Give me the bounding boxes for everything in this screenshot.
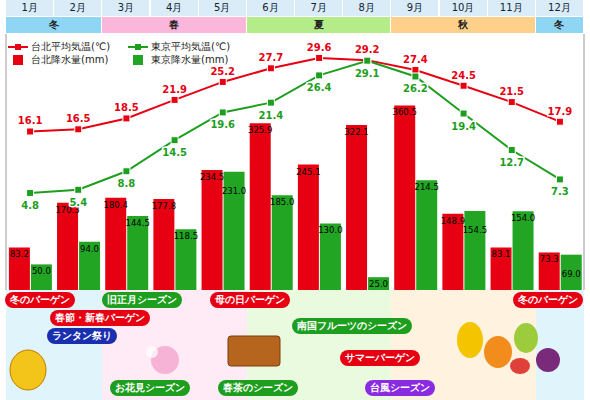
html-text:東京平均気温(℃): 東京平均気温(℃) bbox=[151, 40, 230, 52]
svg-text:94.0: 94.0 bbox=[80, 244, 99, 254]
svg-text:25.0: 25.0 bbox=[369, 279, 388, 289]
svg-text:154.5: 154.5 bbox=[463, 225, 487, 235]
svg-text:148.9: 148.9 bbox=[441, 216, 465, 226]
svg-text:73.3: 73.3 bbox=[540, 254, 559, 264]
html-text:秋: 秋 bbox=[458, 19, 469, 30]
svg-text:130.0: 130.0 bbox=[318, 225, 342, 235]
svg-text:83.1: 83.1 bbox=[492, 249, 511, 259]
svg-text:322.1: 322.1 bbox=[344, 127, 368, 137]
svg-text:19.6: 19.6 bbox=[210, 119, 235, 130]
svg-text:234.5: 234.5 bbox=[200, 172, 224, 182]
html-text:7月: 7月 bbox=[310, 2, 327, 13]
svg-text:7.3: 7.3 bbox=[551, 186, 569, 197]
html-text:台風シーズン: 台風シーズン bbox=[370, 382, 430, 393]
svg-text:4.8: 4.8 bbox=[21, 200, 39, 211]
svg-text:21.4: 21.4 bbox=[259, 110, 284, 121]
svg-text:27.7: 27.7 bbox=[259, 52, 284, 63]
svg-text:5.4: 5.4 bbox=[69, 197, 87, 208]
svg-text:16.5: 16.5 bbox=[66, 113, 91, 124]
svg-text:8.8: 8.8 bbox=[118, 178, 136, 189]
svg-text:21.9: 21.9 bbox=[162, 84, 187, 95]
svg-text:27.4: 27.4 bbox=[403, 54, 428, 65]
svg-text:17.9: 17.9 bbox=[548, 106, 573, 117]
html-text:2月: 2月 bbox=[69, 2, 86, 13]
svg-text:26.2: 26.2 bbox=[403, 83, 428, 94]
html-text:春: 春 bbox=[169, 19, 180, 30]
svg-text:50.0: 50.0 bbox=[32, 266, 51, 276]
html-text:春茶のシーズン: 春茶のシーズン bbox=[223, 382, 293, 393]
svg-text:154.0: 154.0 bbox=[511, 213, 535, 223]
html-text:春節・新春バーゲン: 春節・新春バーゲン bbox=[55, 312, 145, 323]
html-text:南国フルーツのシーズン: 南国フルーツのシーズン bbox=[297, 320, 407, 331]
html-text:台北降水量(mm): 台北降水量(mm) bbox=[31, 53, 109, 65]
html-text:母の日バーゲン: 母の日バーゲン bbox=[215, 294, 285, 305]
html-text:5月: 5月 bbox=[214, 2, 231, 13]
svg-text:118.5: 118.5 bbox=[174, 231, 198, 241]
svg-text:18.5: 18.5 bbox=[114, 102, 139, 113]
html-text:6月: 6月 bbox=[262, 2, 279, 13]
svg-text:26.4: 26.4 bbox=[307, 82, 332, 93]
svg-text:19.4: 19.4 bbox=[451, 121, 476, 132]
svg-text:29.1: 29.1 bbox=[355, 68, 380, 79]
html-text:お花見シーズン: お花見シーズン bbox=[115, 382, 185, 393]
svg-text:25.2: 25.2 bbox=[210, 66, 235, 77]
svg-text:177.8: 177.8 bbox=[152, 201, 176, 211]
html-text:11月: 11月 bbox=[499, 2, 523, 13]
html-text:冬のバーゲン: 冬のバーゲン bbox=[10, 294, 70, 305]
html-text:台北平均気温(℃): 台北平均気温(℃) bbox=[31, 40, 110, 52]
svg-text:12.7: 12.7 bbox=[499, 157, 524, 168]
svg-text:21.5: 21.5 bbox=[499, 86, 524, 97]
svg-text:24.5: 24.5 bbox=[451, 70, 476, 81]
html-text:4月: 4月 bbox=[165, 2, 183, 13]
svg-text:16.1: 16.1 bbox=[18, 115, 43, 126]
html-text:10月: 10月 bbox=[451, 2, 475, 13]
svg-text:29.6: 29.6 bbox=[307, 42, 332, 53]
svg-text:170.3: 170.3 bbox=[55, 204, 80, 215]
svg-text:180.4: 180.4 bbox=[104, 200, 128, 210]
html-text:8月: 8月 bbox=[358, 2, 375, 13]
svg-text:245.1: 245.1 bbox=[296, 167, 320, 177]
svg-text:360.5: 360.5 bbox=[393, 107, 417, 117]
html-text:サマーバーゲン: サマーバーゲン bbox=[345, 352, 415, 363]
html-text:1月: 1月 bbox=[21, 2, 38, 13]
svg-text:69.0: 69.0 bbox=[562, 269, 581, 279]
html-text:旧正月シーズン: 旧正月シーズン bbox=[107, 294, 177, 305]
svg-text:29.2: 29.2 bbox=[355, 44, 380, 55]
svg-text:83.2: 83.2 bbox=[10, 249, 29, 259]
html-text:ランタン祭り: ランタン祭り bbox=[52, 330, 112, 341]
html-text:12月: 12月 bbox=[548, 2, 571, 13]
html-text:冬: 冬 bbox=[554, 19, 565, 30]
svg-text:214.5: 214.5 bbox=[415, 182, 439, 192]
html-text:冬: 冬 bbox=[48, 19, 59, 30]
svg-text:185.0: 185.0 bbox=[270, 197, 294, 207]
html-text:3月: 3月 bbox=[117, 2, 135, 13]
svg-text:325.9: 325.9 bbox=[248, 125, 272, 135]
html-text:夏: 夏 bbox=[313, 19, 324, 30]
html-text:9月: 9月 bbox=[406, 2, 424, 13]
svg-text:14.5: 14.5 bbox=[162, 147, 187, 158]
svg-text:144.5: 144.5 bbox=[126, 218, 150, 228]
svg-text:231.0: 231.0 bbox=[222, 186, 246, 196]
html-text:東京降水量(mm): 東京降水量(mm) bbox=[151, 53, 229, 65]
html-text:冬のバーゲン: 冬のバーゲン bbox=[518, 294, 578, 305]
